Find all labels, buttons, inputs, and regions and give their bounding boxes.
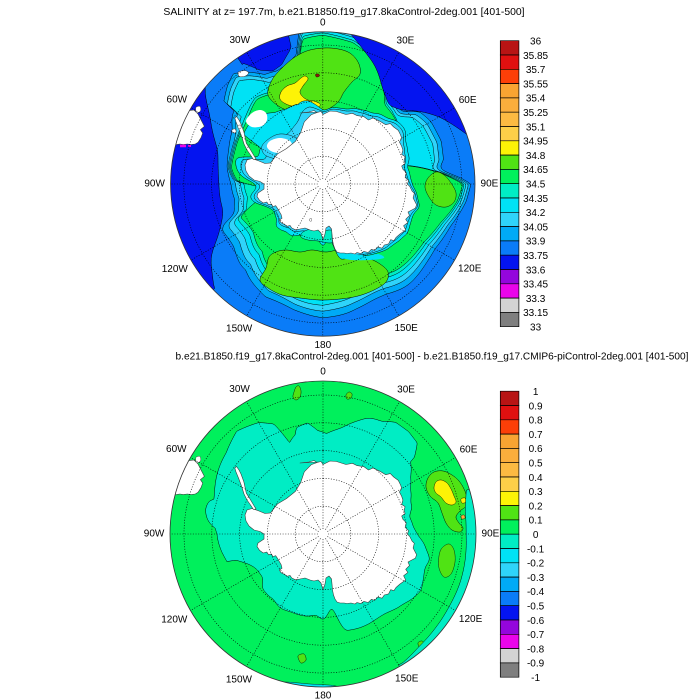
svg-text:34.65: 34.65 (523, 165, 548, 176)
svg-text:180: 180 (314, 340, 331, 351)
svg-text:36: 36 (530, 36, 542, 47)
svg-text:0: 0 (533, 530, 539, 541)
svg-text:-0.3: -0.3 (527, 573, 545, 584)
svg-text:33: 33 (530, 322, 542, 333)
svg-text:120W: 120W (162, 264, 189, 275)
svg-text:33.75: 33.75 (523, 251, 548, 262)
svg-text:0.4: 0.4 (529, 473, 543, 484)
svg-text:120W: 120W (161, 614, 188, 625)
svg-text:35.1: 35.1 (526, 122, 546, 133)
svg-text:35.85: 35.85 (523, 51, 548, 62)
svg-text:30W: 30W (229, 384, 250, 395)
svg-text:35.25: 35.25 (523, 108, 548, 119)
svg-text:0.2: 0.2 (529, 501, 543, 512)
svg-text:34.35: 34.35 (523, 194, 548, 205)
svg-text:35.4: 35.4 (526, 94, 546, 105)
svg-text:0.9: 0.9 (529, 401, 543, 412)
svg-text:60W: 60W (167, 94, 188, 105)
svg-text:33.45: 33.45 (523, 280, 548, 291)
svg-text:34.5: 34.5 (526, 179, 546, 190)
svg-text:90E: 90E (482, 529, 500, 540)
svg-text:-0.2: -0.2 (527, 559, 545, 570)
svg-text:150E: 150E (394, 323, 418, 334)
svg-text:90E: 90E (481, 179, 499, 190)
svg-text:0: 0 (320, 366, 326, 377)
svg-text:33.9: 33.9 (526, 237, 546, 248)
svg-text:-0.1: -0.1 (527, 544, 545, 555)
svg-text:-0.8: -0.8 (527, 644, 545, 655)
svg-text:120E: 120E (458, 263, 482, 274)
svg-text:0.5: 0.5 (529, 458, 543, 469)
svg-text:34.05: 34.05 (523, 222, 548, 233)
svg-text:-1: -1 (531, 673, 540, 684)
svg-text:b.e21.B1850.f19_g17.8kaControl: b.e21.B1850.f19_g17.8kaControl-2deg.001 … (176, 352, 689, 363)
svg-text:150E: 150E (395, 674, 419, 685)
svg-text:150W: 150W (226, 324, 253, 335)
svg-text:60E: 60E (460, 445, 478, 456)
svg-text:-0.6: -0.6 (527, 616, 545, 627)
svg-text:-0.9: -0.9 (527, 659, 545, 670)
svg-text:1: 1 (533, 387, 539, 398)
svg-text:-0.5: -0.5 (527, 601, 545, 612)
svg-text:-0.7: -0.7 (527, 630, 545, 641)
svg-text:60W: 60W (166, 444, 187, 455)
svg-text:90W: 90W (144, 179, 165, 190)
svg-text:0.1: 0.1 (529, 516, 543, 527)
svg-text:180: 180 (315, 691, 332, 700)
svg-text:33.6: 33.6 (526, 265, 546, 276)
svg-text:35.7: 35.7 (526, 65, 546, 76)
svg-text:-0.4: -0.4 (527, 587, 545, 598)
svg-text:30E: 30E (397, 385, 415, 396)
svg-text:60E: 60E (459, 95, 477, 106)
svg-text:34.95: 34.95 (523, 137, 548, 148)
svg-text:35.55: 35.55 (523, 79, 548, 90)
svg-text:150W: 150W (226, 674, 253, 685)
svg-text:0: 0 (320, 17, 326, 28)
svg-text:33.3: 33.3 (526, 294, 546, 305)
svg-text:34.2: 34.2 (526, 208, 546, 219)
svg-text:SALINITY at z= 197.7m, b.e21.B: SALINITY at z= 197.7m, b.e21.B1850.f19_g… (163, 7, 524, 18)
svg-text:30W: 30W (229, 35, 250, 46)
svg-text:0.8: 0.8 (529, 416, 543, 427)
svg-text:120E: 120E (459, 614, 483, 625)
svg-text:33.15: 33.15 (523, 308, 548, 319)
svg-text:0.3: 0.3 (529, 487, 543, 498)
svg-text:0.6: 0.6 (529, 444, 543, 455)
svg-text:30E: 30E (397, 35, 415, 46)
svg-text:0.7: 0.7 (529, 430, 543, 441)
svg-text:34.8: 34.8 (526, 151, 546, 162)
svg-text:90W: 90W (144, 529, 165, 540)
